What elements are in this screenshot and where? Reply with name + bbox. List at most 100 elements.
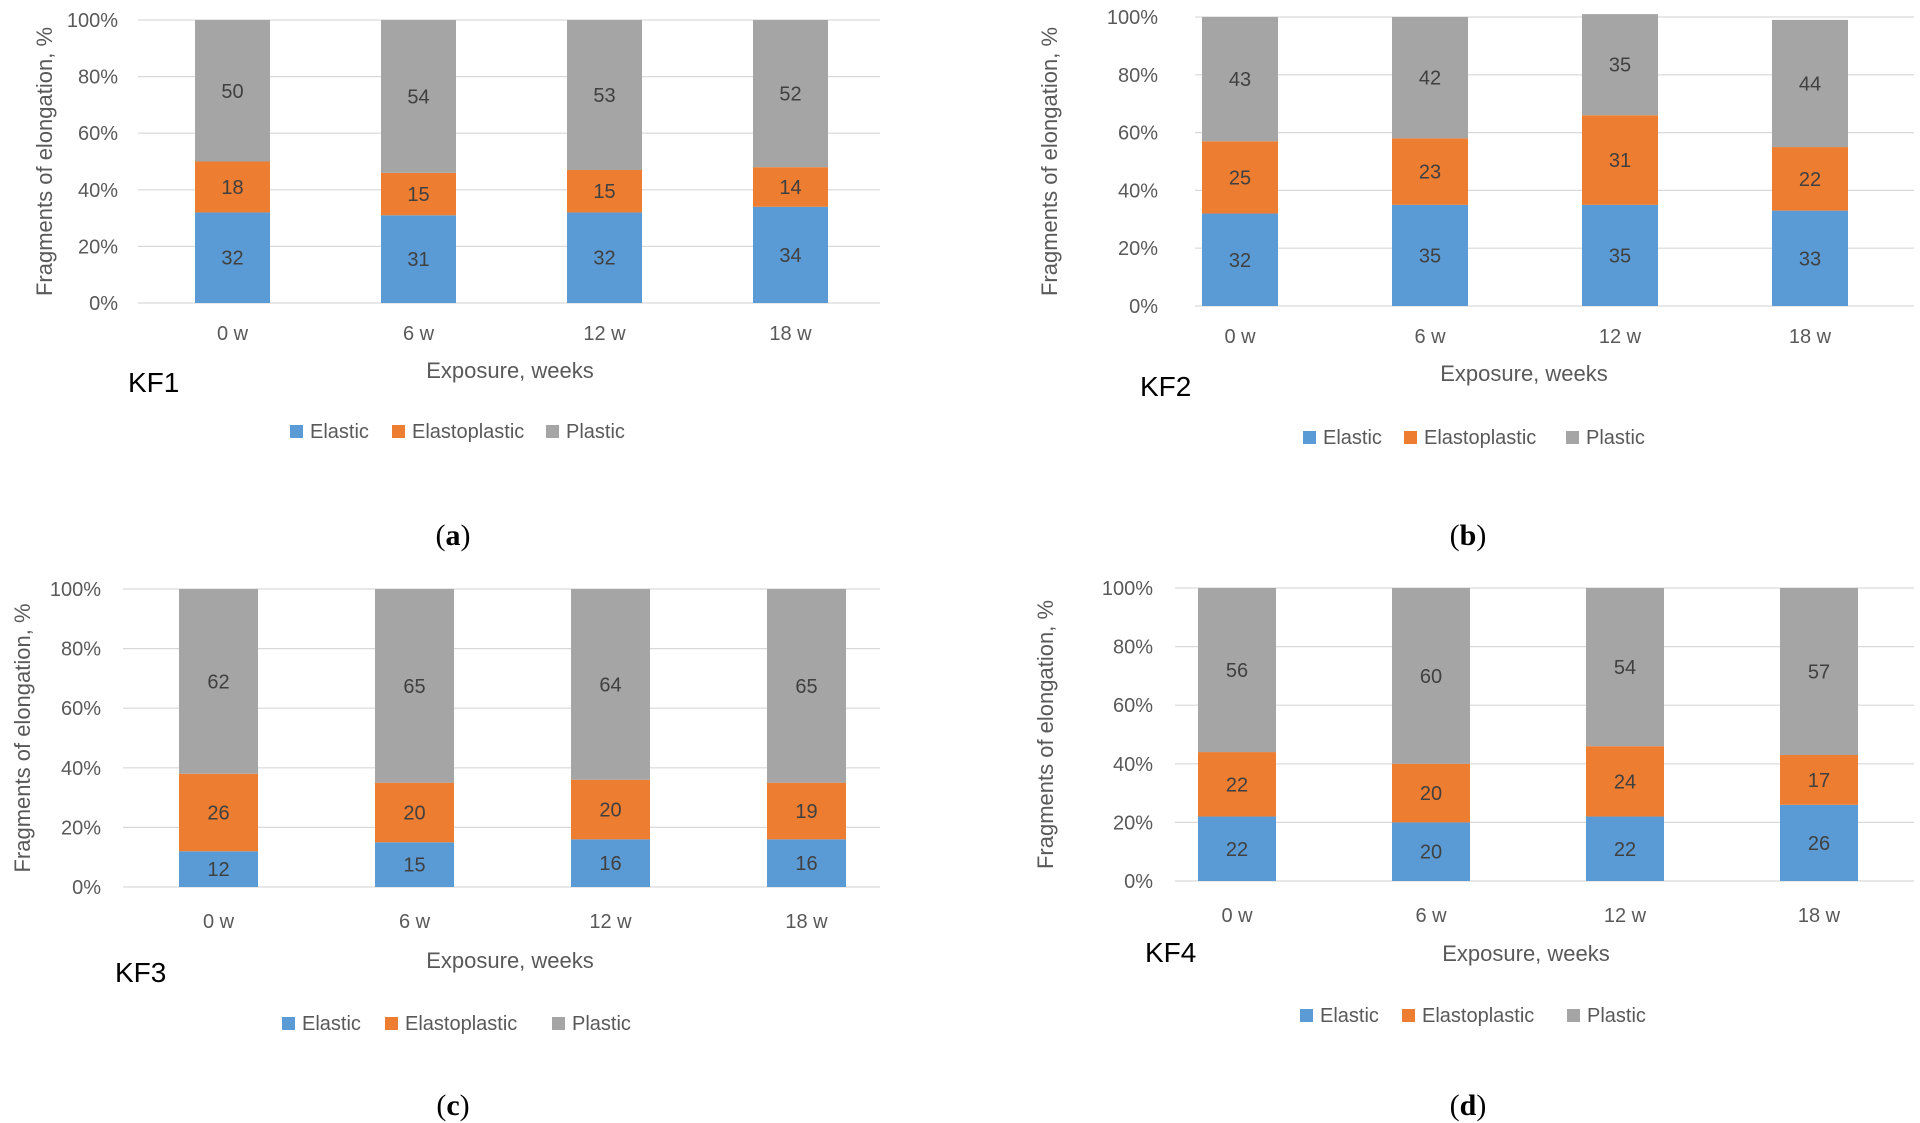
data-label: 35 — [1419, 245, 1441, 267]
bar-segment-plastic — [1392, 17, 1468, 139]
data-label: 32 — [1229, 250, 1251, 272]
legend-label: Elastic — [302, 1013, 361, 1035]
data-label: 20 — [1420, 783, 1442, 805]
y-tick-label: 60% — [1118, 123, 1158, 145]
bar-segment-elastic — [1392, 204, 1468, 306]
panel-caption: (a) — [436, 519, 471, 552]
bar-segment-plastic — [1198, 588, 1276, 753]
y-tick-label: 100% — [1102, 578, 1153, 600]
bar-segment-plastic — [1202, 17, 1278, 142]
legend-label: Plastic — [572, 1013, 631, 1035]
y-tick-label: 40% — [1113, 754, 1153, 776]
data-label: 50 — [221, 81, 243, 103]
y-tick-label: 20% — [61, 817, 101, 839]
data-label: 60 — [1420, 666, 1442, 688]
data-label: 20 — [403, 803, 425, 825]
data-label: 16 — [599, 853, 621, 875]
legend-swatch-elastoplastic — [385, 1017, 398, 1030]
bar-segment-plastic — [381, 20, 456, 173]
y-tick-label: 100% — [50, 579, 101, 601]
bar-segment-elastoplastic — [1586, 746, 1664, 817]
y-tick-label: 40% — [78, 180, 118, 202]
data-label: 22 — [1226, 774, 1248, 796]
x-tick-label: 12 w — [1604, 905, 1647, 927]
y-tick-label: 40% — [1118, 180, 1158, 202]
data-label: 52 — [779, 84, 801, 106]
data-label: 23 — [1419, 162, 1441, 184]
bar-segment-plastic — [1582, 14, 1658, 116]
x-tick-label: 6 w — [1415, 905, 1447, 927]
bar-segment-plastic — [1772, 19, 1848, 148]
chart-kf1: 0% 20% 40% 60% 80% 100% 32 18 50 0 w 31 15 54 6 w 32 15… — [32, 10, 880, 552]
bar-segment-plastic — [767, 589, 846, 783]
data-label: 34 — [779, 245, 801, 267]
bar-segment-plastic — [179, 589, 258, 774]
x-tick-label: 18 w — [785, 911, 828, 933]
x-tick-label: 18 w — [1789, 326, 1832, 348]
bar-segment-elastic — [1198, 816, 1276, 881]
data-label: 54 — [1614, 657, 1636, 679]
data-label: 44 — [1799, 73, 1821, 95]
y-axis-title: Fragments of elongation, % — [1037, 27, 1062, 296]
legend-swatch-elastoplastic — [1404, 431, 1417, 444]
data-label: 18 — [221, 177, 243, 199]
bar-segment-plastic — [1780, 588, 1858, 756]
data-label: 26 — [1808, 833, 1830, 855]
legend: Elastic Elastoplastic Plastic — [1300, 1005, 1646, 1027]
data-label: 53 — [593, 85, 615, 107]
y-tick-label: 80% — [1113, 637, 1153, 659]
bar-segment-elastic — [1772, 210, 1848, 306]
data-label: 56 — [1226, 660, 1248, 682]
data-label: 32 — [221, 248, 243, 270]
data-label: 17 — [1808, 770, 1830, 792]
legend-label: Elastoplastic — [1424, 427, 1536, 449]
bar-segment-elastic — [1202, 213, 1278, 306]
panel-caption: (b) — [1450, 519, 1487, 552]
bar-segment-elastoplastic — [767, 782, 846, 840]
legend: Elastic Elastoplastic Plastic — [290, 421, 625, 443]
bar-segment-elastoplastic — [381, 172, 456, 216]
data-label: 25 — [1229, 167, 1251, 189]
data-label: 35 — [1609, 245, 1631, 267]
y-tick-label: 80% — [1118, 65, 1158, 87]
bar-segment-elastoplastic — [375, 782, 454, 843]
bar-segment-plastic — [1586, 588, 1664, 747]
x-tick-label: 18 w — [769, 323, 812, 345]
bar-segment-elastic — [567, 212, 642, 303]
data-label: 19 — [795, 801, 817, 823]
data-label: 22 — [1614, 839, 1636, 861]
chart-kf3: 0% 20% 40% 60% 80% 100% 12 26 62 0 w 15 20 65 6 w 16 20… — [10, 579, 880, 1122]
bar-segment-elastic — [1392, 822, 1470, 881]
bar-segment-elastic — [571, 839, 650, 887]
legend-swatch-plastic — [1567, 1009, 1580, 1022]
y-axis-title: Fragments of elongation, % — [1033, 600, 1058, 869]
data-label: 22 — [1799, 169, 1821, 191]
bar-segment-elastic — [195, 212, 270, 303]
panel-caption: (d) — [1450, 1089, 1487, 1122]
panel-tag: KF1 — [128, 367, 179, 398]
legend-label: Plastic — [1587, 1005, 1646, 1027]
legend-swatch-plastic — [546, 425, 559, 438]
y-tick-label: 20% — [1113, 812, 1153, 834]
legend: Elastic Elastoplastic Plastic — [282, 1013, 631, 1035]
bar-segment-elastoplastic — [1392, 763, 1470, 823]
data-label: 65 — [403, 676, 425, 698]
y-tick-label: 60% — [1113, 695, 1153, 717]
data-label: 54 — [407, 86, 429, 108]
legend-swatch-plastic — [1566, 431, 1579, 444]
bar-segment-plastic — [1392, 588, 1470, 764]
y-tick-label: 0% — [89, 293, 118, 315]
y-tick-label: 0% — [72, 877, 101, 899]
y-tick-label: 0% — [1129, 296, 1158, 318]
x-axis-title: Exposure, weeks — [1442, 941, 1610, 966]
x-tick-label: 12 w — [589, 911, 632, 933]
legend-swatch-plastic — [552, 1017, 565, 1030]
bar-segment-elastoplastic — [1780, 755, 1858, 805]
x-tick-label: 18 w — [1798, 905, 1841, 927]
data-label: 15 — [407, 184, 429, 206]
panel-tag: KF4 — [1145, 937, 1196, 968]
bar-segment-elastoplastic — [567, 169, 642, 213]
data-label: 15 — [403, 855, 425, 877]
bar-segment-elastoplastic — [1582, 115, 1658, 205]
bar-segment-elastoplastic — [1202, 141, 1278, 214]
